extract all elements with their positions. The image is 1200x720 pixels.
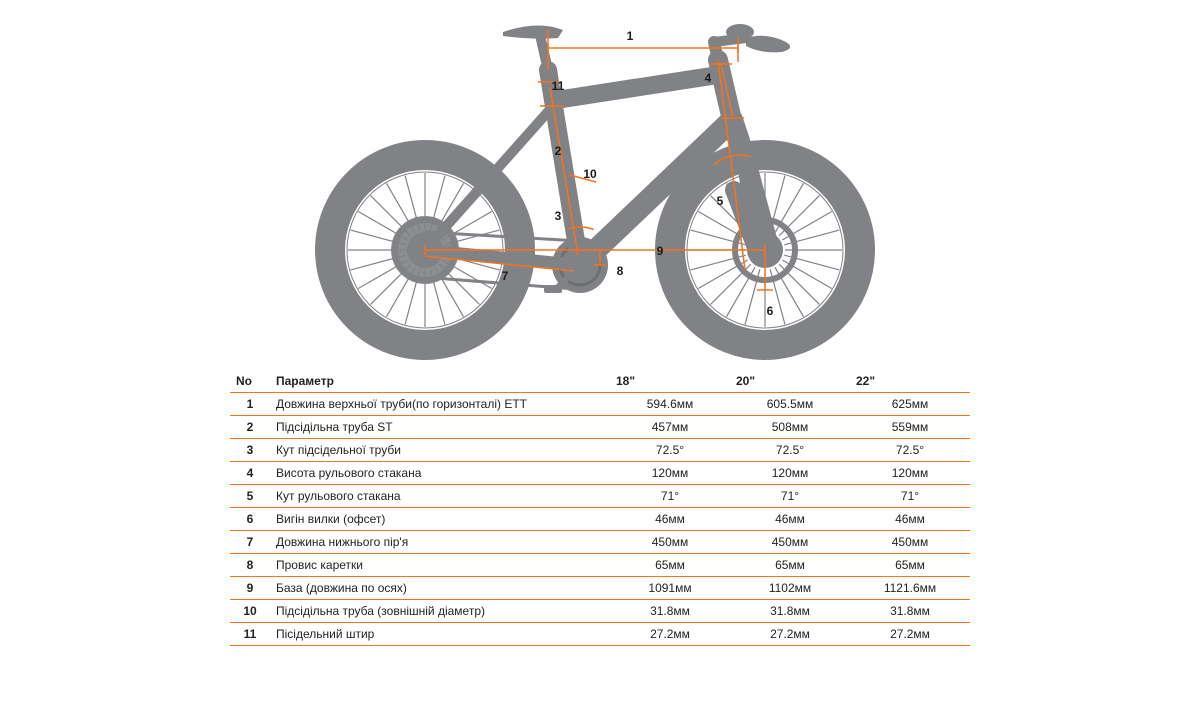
cell-value: 450мм [730,531,850,554]
cell-value: 1102мм [730,577,850,600]
svg-text:1: 1 [627,29,634,43]
cell-no: 2 [230,416,270,439]
cell-value: 120мм [610,462,730,485]
svg-text:2: 2 [555,144,562,158]
cell-value: 31.8мм [730,600,850,623]
cell-no: 3 [230,439,270,462]
cell-value: 1091мм [610,577,730,600]
cell-value: 46мм [610,508,730,531]
cell-value: 46мм [730,508,850,531]
svg-text:8: 8 [617,264,624,278]
cell-value: 31.8мм [850,600,970,623]
cell-value: 65мм [610,554,730,577]
table-row: 10Підсідільна труба (зовнішній діаметр)3… [230,600,970,623]
svg-text:5: 5 [717,194,724,208]
cell-value: 65мм [850,554,970,577]
cell-value: 72.5° [850,439,970,462]
cell-value: 120мм [730,462,850,485]
cell-no: 11 [230,623,270,646]
cell-value: 46мм [850,508,970,531]
header-size-0: 18" [610,370,730,393]
cell-no: 6 [230,508,270,531]
table-row: 6Вигін вилки (офсет)46мм46мм46мм [230,508,970,531]
cell-value: 65мм [730,554,850,577]
cell-value: 71° [850,485,970,508]
cell-param: Провис каретки [270,554,610,577]
cell-value: 120мм [850,462,970,485]
cell-param: Пісідельний штир [270,623,610,646]
cell-param: Висота рульового стакана [270,462,610,485]
cell-value: 31.8мм [610,600,730,623]
svg-text:9: 9 [657,244,664,258]
cell-value: 27.2мм [610,623,730,646]
header-size-1: 20" [730,370,850,393]
cell-value: 559мм [850,416,970,439]
svg-text:11: 11 [552,79,565,93]
geometry-table: No Параметр 18" 20" 22" 1Довжина верхньо… [230,370,970,646]
table-row: 3Кут підсідельної труби72.5°72.5°72.5° [230,439,970,462]
cell-value: 1121.6мм [850,577,970,600]
cell-value: 27.2мм [730,623,850,646]
cell-value: 450мм [610,531,730,554]
cell-param: Кут рульового стакана [270,485,610,508]
table-row: 8Провис каретки65мм65мм65мм [230,554,970,577]
cell-no: 10 [230,600,270,623]
header-param: Параметр [270,370,610,393]
cell-value: 450мм [850,531,970,554]
svg-text:3: 3 [555,209,562,223]
cell-param: Довжина нижнього пір'я [270,531,610,554]
cell-value: 71° [730,485,850,508]
table-row: 11Пісідельний штир27.2мм27.2мм27.2мм [230,623,970,646]
cell-param: База (довжина по осях) [270,577,610,600]
cell-param: Підсідільна труба ST [270,416,610,439]
cell-no: 7 [230,531,270,554]
header-size-2: 22" [850,370,970,393]
cell-value: 605.5мм [730,393,850,416]
cell-no: 5 [230,485,270,508]
cell-no: 4 [230,462,270,485]
cell-param: Довжина верхньої труби(по горизонталі) E… [270,393,610,416]
cell-value: 594.6мм [610,393,730,416]
table-header-row: No Параметр 18" 20" 22" [230,370,970,393]
svg-text:10: 10 [583,167,597,181]
table-row: 9База (довжина по осях)1091мм1102мм1121.… [230,577,970,600]
table-row: 4Висота рульового стакана120мм120мм120мм [230,462,970,485]
svg-text:6: 6 [767,304,774,318]
bike-geometry-diagram: 1114210359876 [0,0,1200,370]
cell-value: 27.2мм [850,623,970,646]
cell-value: 508мм [730,416,850,439]
cell-no: 1 [230,393,270,416]
cell-param: Кут підсідельної труби [270,439,610,462]
cell-value: 72.5° [610,439,730,462]
table-row: 5Кут рульового стакана71°71°71° [230,485,970,508]
table-row: 2Підсідільна труба ST457мм508мм559мм [230,416,970,439]
cell-value: 457мм [610,416,730,439]
cell-value: 72.5° [730,439,850,462]
bike-svg: 1114210359876 [300,10,900,360]
cell-param: Вигін вилки (офсет) [270,508,610,531]
cell-value: 71° [610,485,730,508]
header-no: No [230,370,270,393]
svg-text:4: 4 [705,71,712,85]
table-row: 1Довжина верхньої труби(по горизонталі) … [230,393,970,416]
cell-value: 625мм [850,393,970,416]
cell-param: Підсідільна труба (зовнішній діаметр) [270,600,610,623]
svg-text:7: 7 [502,269,509,283]
cell-no: 9 [230,577,270,600]
cell-no: 8 [230,554,270,577]
table-row: 7Довжина нижнього пір'я450мм450мм450мм [230,531,970,554]
